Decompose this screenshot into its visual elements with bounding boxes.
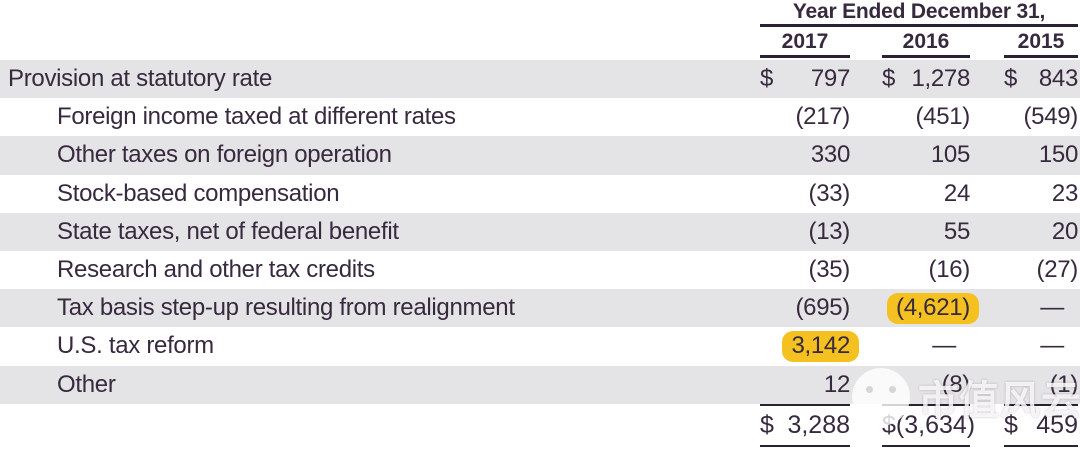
- highlighted-value: (4,621): [887, 292, 979, 324]
- row-label: Provision at statutory rate: [8, 65, 273, 93]
- value: 330: [810, 141, 850, 169]
- value: (35): [808, 256, 851, 284]
- row-cell: 24: [882, 180, 970, 208]
- currency-symbol: $: [1004, 410, 1018, 439]
- dash-value: —: [932, 332, 956, 360]
- row-cell: 20: [1004, 218, 1078, 246]
- year-column-header: 2015: [1004, 29, 1078, 58]
- year-columns: 2017 2016 2015: [760, 27, 1078, 58]
- row-cell: (35): [760, 256, 851, 284]
- table-row: Stock-based compensation (33) 24 23: [0, 175, 1080, 213]
- dash-value: —: [1040, 332, 1064, 360]
- value: 55: [943, 217, 970, 245]
- row-cell: —: [1004, 332, 1078, 360]
- value: 23: [1051, 179, 1078, 207]
- value: (33): [808, 179, 851, 207]
- value: 24: [943, 179, 970, 207]
- row-cell: (695): [760, 294, 850, 322]
- year-column-header: 2016: [882, 29, 970, 58]
- row-cell: (1): [1004, 370, 1079, 399]
- row-cell: (549): [1004, 103, 1078, 131]
- row-cell: (16): [882, 256, 971, 284]
- row-cell: $843: [1004, 65, 1078, 93]
- row-cell: $797: [760, 65, 850, 93]
- row-cell: 23: [1004, 180, 1078, 208]
- row-cell: 55: [882, 218, 970, 246]
- highlighted-value: 3,142: [782, 330, 859, 362]
- value: 20: [1051, 217, 1078, 245]
- row-label: Other: [57, 370, 116, 398]
- value: 105: [930, 141, 970, 169]
- value: (8): [941, 370, 971, 398]
- row-cell: (27): [1004, 256, 1079, 284]
- table-row: Other 12 (8) (1): [0, 365, 1080, 404]
- currency-symbol: $: [760, 65, 774, 93]
- row-cell: 3,142: [760, 330, 859, 362]
- row-label: Foreign income taxed at different rates: [57, 103, 456, 131]
- value: 459: [1036, 410, 1078, 439]
- header-spacer: [0, 1, 760, 58]
- value: (217): [795, 103, 850, 131]
- table-header: Year Ended December 31, 2017 2016 2015: [0, 0, 1080, 58]
- value: (16): [928, 256, 971, 284]
- table-row: Research and other tax credits (35) (16) (2…: [0, 251, 1080, 289]
- row-cell: $1,278: [882, 65, 970, 93]
- row-cell: (13): [760, 217, 851, 246]
- total-cell: $459: [1004, 403, 1078, 449]
- row-label: State taxes, net of federal benefit: [57, 217, 399, 245]
- currency-symbol: $: [760, 410, 774, 439]
- currency-symbol: $: [882, 65, 896, 93]
- table-body: Provision at statutory rate $797 $1,278 $84…: [0, 60, 1080, 404]
- value: 797: [810, 65, 850, 93]
- row-cell: —: [1004, 294, 1078, 322]
- row-label: Stock-based compensation: [57, 179, 340, 207]
- table-row: Tax basis step-up resulting from realign…: [0, 289, 1080, 328]
- row-cell: (33): [760, 179, 851, 208]
- table-row: Provision at statutory rate $797 $1,278 $84…: [0, 60, 1080, 99]
- row-cell: 150: [1004, 141, 1078, 169]
- currency-symbol: $: [1004, 65, 1018, 93]
- total-cell: $3,288: [760, 403, 850, 449]
- total-row: $3,288 $ (3,634) $459: [0, 403, 1080, 449]
- row-label: Tax basis step-up resulting from realign…: [57, 294, 515, 322]
- value: (549): [1023, 103, 1078, 131]
- value: 843: [1038, 65, 1078, 93]
- value: (1): [1049, 370, 1079, 398]
- row-label: Research and other tax credits: [57, 256, 375, 284]
- value: (3,634): [895, 410, 976, 439]
- row-cell: (451): [882, 103, 970, 131]
- value: 12: [823, 370, 850, 398]
- table-row: U.S. tax reform 3,142 — —: [0, 327, 1080, 365]
- row-cell: (4,621): [882, 292, 979, 324]
- value: 3,288: [787, 410, 850, 439]
- currency-symbol: $: [882, 410, 896, 439]
- table-row: Foreign income taxed at different rates (…: [0, 98, 1080, 136]
- header-title: Year Ended December 31,: [760, 1, 1078, 27]
- row-cell: (217): [760, 103, 850, 131]
- table-row: State taxes, net of federal benefit (13) 5…: [0, 212, 1080, 251]
- value: (695): [795, 294, 850, 322]
- total-row-label: [8, 404, 760, 449]
- value: 150: [1038, 141, 1078, 169]
- row-cell: —: [882, 332, 970, 360]
- row-label: U.S. tax reform: [57, 332, 214, 360]
- total-cell: $ (3,634): [882, 403, 975, 449]
- dash-value: —: [1040, 294, 1064, 322]
- header-year-group: Year Ended December 31, 2017 2016 2015: [760, 1, 1080, 58]
- row-cell: (8): [882, 370, 971, 399]
- value: (27): [1036, 256, 1079, 284]
- value: (13): [808, 217, 851, 245]
- row-cell: 105: [882, 141, 970, 169]
- value: (451): [915, 103, 970, 131]
- row-cell: 330: [760, 141, 850, 169]
- value: 1,278: [911, 65, 970, 93]
- row-label: Other taxes on foreign operation: [57, 141, 392, 169]
- row-cell: 12: [760, 371, 850, 399]
- table-row: Other taxes on foreign operation 330 105 15…: [0, 136, 1080, 175]
- year-column-header: 2017: [760, 29, 850, 58]
